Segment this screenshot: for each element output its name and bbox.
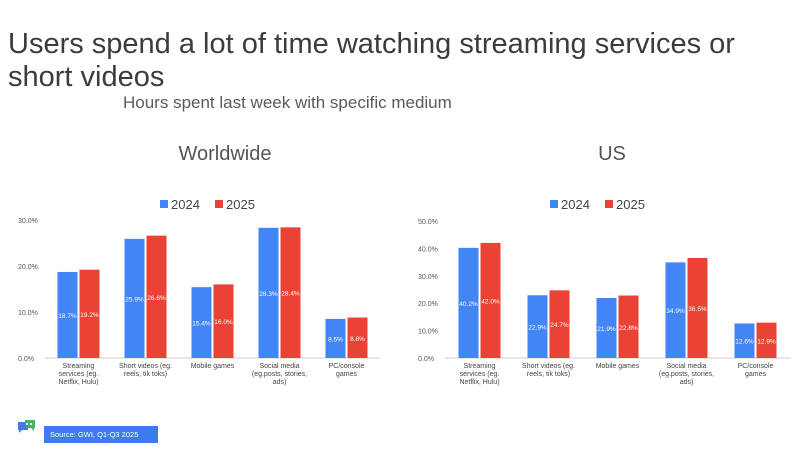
bar-pc-console-2024 — [325, 318, 346, 358]
x-tick-label-streaming: Streaming — [464, 363, 496, 370]
bar-mobile-games-2025 — [213, 284, 234, 358]
y-tick-label: 0.0% — [418, 356, 434, 363]
bar-short-videos-2025 — [549, 290, 570, 358]
bar-streaming-2025 — [480, 242, 501, 358]
x-tick-label-mobile-games: Mobile games — [596, 363, 640, 370]
bar-pc-console-2025 — [756, 322, 777, 358]
data-label-pc-console-2024: 8.5% — [328, 336, 343, 343]
source-note: Source: GWI, Q1-Q3 2025 — [44, 426, 158, 443]
data-label-social-media-2025: 36.5% — [688, 306, 707, 313]
x-tick-label-social-media: (eg.posts, stories, — [252, 371, 307, 378]
legend-swatch-2025 — [605, 200, 613, 208]
bar-mobile-games-2024 — [596, 297, 617, 358]
legend-swatch-2024 — [160, 200, 168, 208]
bar-streaming-2025 — [79, 269, 100, 358]
y-tick-label: 0.0% — [18, 356, 34, 363]
bar-mobile-games-2025 — [618, 295, 639, 358]
data-label-social-media-2024: 34.9% — [666, 308, 685, 315]
y-tick-label: 20.0% — [418, 301, 438, 308]
worldwide-chart-title: Worldwide — [178, 143, 272, 165]
x-tick-label-social-media: Social media — [259, 363, 299, 370]
y-tick-label: 30.0% — [418, 274, 438, 281]
worldwide-bar-chart: 2024 2025 0.0% 10.0% 20.0% 30.0% 18.7% 19.2% Str… — [18, 197, 380, 386]
x-tick-label-streaming: services (eg. — [59, 371, 99, 378]
slide-title: Users spend a lot of time watching strea… — [8, 28, 735, 93]
bar-social-media-2024 — [258, 227, 279, 358]
data-label-streaming-2024: 18.7% — [58, 313, 77, 320]
bar-social-media-2025 — [687, 257, 708, 358]
bar-streaming-2024 — [458, 247, 479, 358]
y-tick-label: 50.0% — [418, 219, 438, 226]
data-label-mobile-games-2024: 21.9% — [597, 326, 616, 333]
bar-short-videos-2024 — [527, 295, 548, 358]
legend-swatch-2024 — [550, 200, 558, 208]
y-tick-label: 10.0% — [418, 329, 438, 336]
x-tick-label-streaming: Netflix, Hulu) — [459, 379, 499, 386]
y-tick-label: 40.0% — [418, 246, 438, 253]
bar-short-videos-2024 — [124, 238, 145, 358]
data-label-mobile-games-2025: 22.8% — [619, 325, 638, 332]
legend-label-2025: 2025 — [226, 197, 255, 212]
bar-mobile-games-2024 — [191, 287, 212, 358]
data-label-pc-console-2025: 8.8% — [350, 336, 365, 343]
data-label-pc-console-2025: 12.9% — [757, 338, 776, 345]
data-label-short-videos-2025: 26.6% — [147, 295, 166, 302]
x-tick-label-pc-console: PC/console — [329, 363, 365, 370]
bar-pc-console-2025 — [347, 317, 368, 358]
x-tick-label-social-media: ads) — [680, 379, 694, 386]
bar-pc-console-2024 — [734, 323, 755, 358]
slide-subtitle: Hours spent last week with specific medi… — [123, 93, 452, 112]
legend-label-2024: 2024 — [171, 197, 200, 212]
chat-bubbles-logo-icon — [18, 420, 35, 433]
data-label-mobile-games-2024: 15.4% — [192, 321, 211, 328]
x-tick-label-short-videos: Short videos (eg. — [522, 363, 575, 370]
data-label-social-media-2025: 28.4% — [281, 291, 300, 298]
x-tick-label-pc-console: PC/console — [738, 363, 774, 370]
data-label-streaming-2025: 42.0% — [481, 298, 500, 305]
x-tick-label-short-videos: reels, tik toks) — [527, 371, 570, 378]
x-tick-label-streaming: Streaming — [63, 363, 95, 370]
x-tick-label-streaming: services (eg. — [460, 371, 500, 378]
data-label-pc-console-2024: 12.6% — [735, 339, 754, 346]
data-label-streaming-2024: 40.2% — [459, 301, 478, 308]
x-tick-label-pc-console: games — [336, 371, 358, 378]
x-tick-label-short-videos: reels, tik toks) — [124, 371, 167, 378]
legend-label-2025: 2025 — [616, 197, 645, 212]
x-tick-label-social-media: Social media — [666, 363, 706, 370]
bar-streaming-2024 — [57, 271, 78, 358]
data-label-streaming-2025: 19.2% — [80, 312, 99, 319]
x-tick-label-social-media: (eg.posts, stories, — [659, 371, 714, 378]
data-label-social-media-2024: 28.3% — [259, 291, 278, 298]
y-tick-label: 10.0% — [18, 310, 38, 317]
y-tick-label: 20.0% — [18, 264, 38, 271]
x-tick-label-mobile-games: Mobile games — [191, 363, 235, 370]
us-bar-chart: 2024 2025 0.0% 10.0% 20.0% 30.0% 40.0% 50.0% 40.… — [418, 197, 790, 386]
x-tick-label-social-media: ads) — [273, 379, 287, 386]
bar-social-media-2025 — [280, 227, 301, 358]
data-label-mobile-games-2025: 16.0% — [214, 319, 233, 326]
bar-social-media-2024 — [665, 262, 686, 358]
x-tick-label-streaming: Netflix, Hulu) — [58, 379, 98, 386]
y-tick-label: 30.0% — [18, 218, 38, 225]
x-tick-label-short-videos: Short videos (eg. — [119, 363, 172, 370]
bar-short-videos-2025 — [146, 235, 167, 358]
data-label-short-videos-2025: 24.7% — [550, 322, 569, 329]
legend-label-2024: 2024 — [561, 197, 590, 212]
legend-swatch-2025 — [215, 200, 223, 208]
x-tick-label-pc-console: games — [745, 371, 767, 378]
data-label-short-videos-2024: 22.9% — [528, 325, 547, 332]
data-label-short-videos-2024: 25.9% — [125, 296, 144, 303]
us-chart-title: US — [598, 143, 626, 165]
